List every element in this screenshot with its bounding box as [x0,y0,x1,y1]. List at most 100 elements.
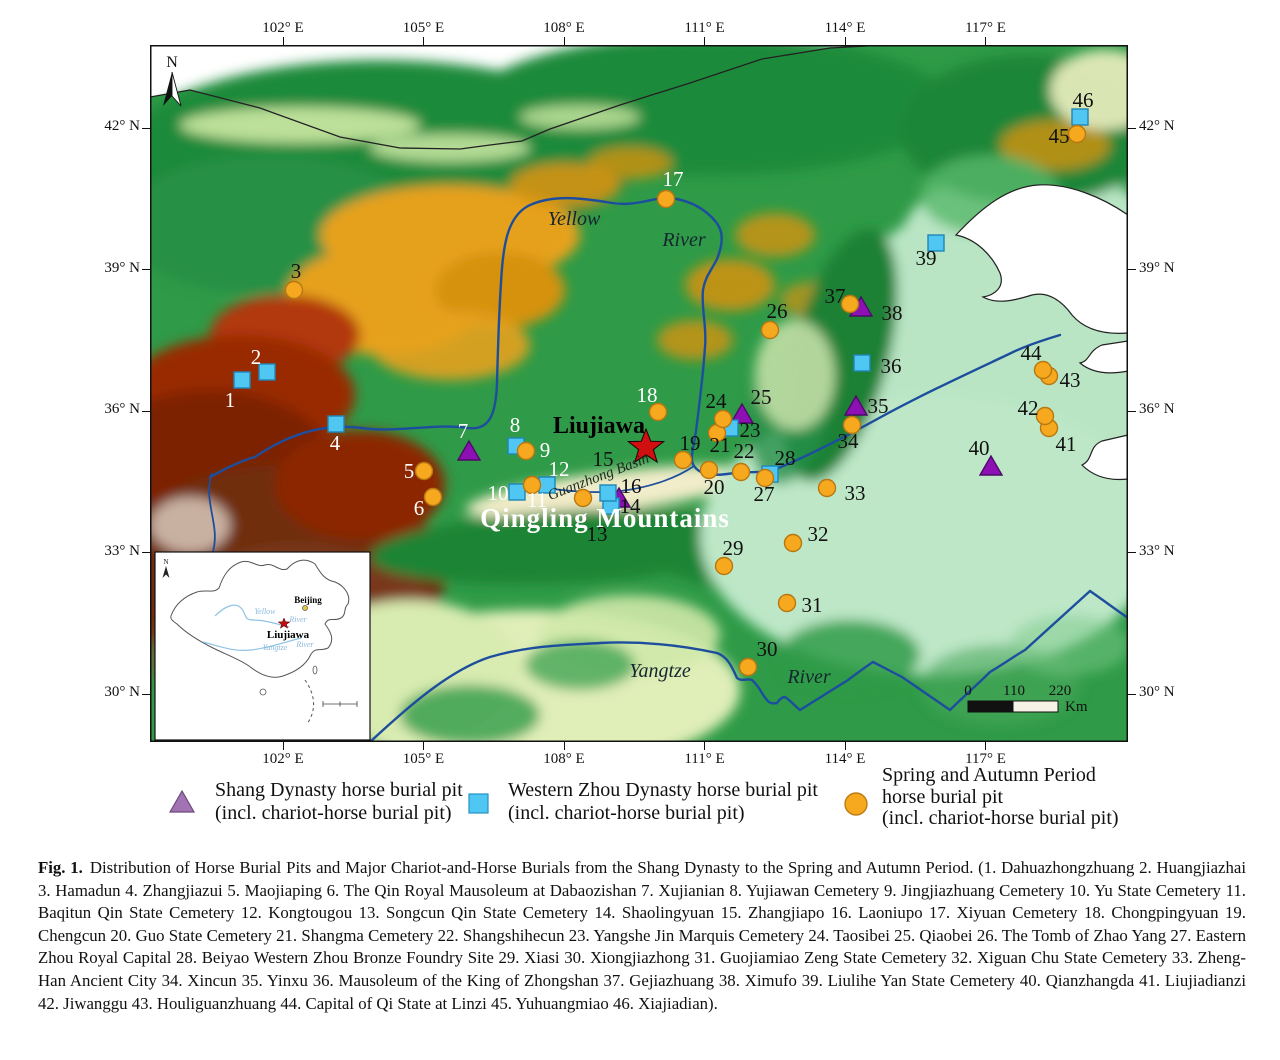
inset-liujiawa-label: Liujiawa [267,629,310,641]
inset-hainan [259,688,267,696]
lat-label-left: 36° N [104,401,140,417]
legend-wzhou-line2: (incl. chariot-horse burial pit) [508,802,745,824]
site-marker-2 [258,363,276,381]
lon-label-bottom: 108° E [543,751,585,767]
site-number-32: 32 [808,522,829,546]
site-number-19: 19 [680,431,701,455]
site-number-29: 29 [723,536,744,560]
site-number-22: 22 [734,439,755,463]
lat-tick-right [1128,410,1136,412]
site-number-43: 43 [1060,368,1081,392]
caption-label: Fig. 1. [38,858,83,877]
lon-label-top: 111° E [684,20,725,36]
site-marker-33 [817,478,837,498]
site-number-28: 28 [775,446,796,470]
lon-tick-bottom [844,742,846,750]
lat-label-left: 30° N [104,684,140,700]
lat-tick-right [1128,552,1136,553]
site-number-42: 42 [1018,396,1039,420]
site-number-25: 25 [751,385,772,409]
inset-yellow-label-1: Yellow [254,607,276,616]
site-marker-20 [699,460,719,480]
site-markers-layer [233,108,1089,677]
site-marker-1 [233,371,251,389]
site-marker-5 [414,461,434,481]
spring-autumn-circle-icon [844,792,868,816]
site-marker-40 [978,454,1004,476]
inset-scalebar [322,701,358,707]
lon-tick-bottom [704,742,705,750]
site-number-36: 36 [881,354,902,378]
site-number-12: 12 [549,457,570,481]
liujiawa-star-icon [626,427,666,464]
lon-label-top: 102° E [262,20,304,36]
site-number-23: 23 [740,418,761,442]
legend-item-wzhou [467,792,491,816]
site-number-46: 46 [1073,88,1094,112]
site-marker-25 [729,402,755,424]
national-boundary [150,45,886,150]
site-number-10: 10 [488,481,509,505]
site-number-4: 4 [330,431,341,455]
site-marker-29 [714,556,734,576]
site-number-41: 41 [1056,432,1077,456]
bohai-sea [954,184,1128,334]
lat-label-right: 42° N [1139,118,1175,134]
lat-label-left: 33° N [104,542,140,559]
site-number-21: 21 [710,433,731,457]
legend-item-shang [168,788,198,814]
site-number-7: 7 [458,419,469,443]
figure-caption: Fig. 1. Distribution of Horse Burial Pits… [38,857,1246,1015]
site-marker-42 [1035,406,1055,426]
site-marker-26 [760,320,780,340]
lat-tick-left [142,693,150,695]
scale-0: 0 [964,683,972,699]
site-marker-46 [1071,108,1089,126]
site-marker-15 [599,484,617,502]
map-text-label: River [786,666,831,688]
lat-tick-left [142,127,150,129]
site-marker-31 [777,593,797,613]
site-marker-45 [1067,124,1087,144]
site-marker-6 [423,487,443,507]
site-number-11: 11 [527,488,547,512]
inset-north-letter: N [163,558,168,566]
western-zhou-square-icon [468,793,489,814]
lon-label-bottom: 102° E [262,751,304,767]
site-number-34: 34 [838,429,860,453]
site-marker-24 [713,409,733,429]
lon-tick-top [704,37,705,45]
map-svg: Yellow River Yangtze River Beijing Liuji… [150,45,1128,742]
site-number-3: 3 [291,259,302,283]
map-text-label: Yangtze [629,660,691,682]
scale-bar-white [1012,700,1059,713]
lat-tick-left [142,269,150,270]
lon-label-bottom: 105° E [402,751,445,767]
site-number-44: 44 [1021,341,1043,365]
site-marker-30 [738,657,758,677]
site-marker-7 [456,439,482,461]
legend-sa-line3: (incl. chariot-horse burial pit) [882,807,1119,829]
legend-shang-line1: Shang Dynasty horse burial pit [215,779,463,801]
lat-label-right: 36° N [1139,401,1175,417]
site-marker-44 [1033,360,1053,380]
scale-bar-black [967,700,1014,713]
site-marker-39 [927,234,945,252]
lon-label-bottom: 117° E [965,751,1006,767]
lon-label-top: 105° E [402,20,445,36]
map-text-label: River [661,229,706,251]
caption-text: Distribution of Horse Burial Pits and Ma… [38,858,1246,1013]
site-marker-37 [840,294,860,314]
site-marker-22 [731,462,751,482]
inset-yellow-label-2: River [288,615,307,624]
site-number-15: 15 [593,447,614,471]
site-number-45: 45 [1049,124,1070,148]
site-marker-11 [522,475,542,495]
site-number-9: 9 [540,438,551,462]
site-number-5: 5 [404,459,415,483]
lat-label-left: 39° N [104,259,140,276]
inset-yellow-river [214,604,290,628]
map-frame [150,45,1128,742]
site-number-18: 18 [637,383,658,407]
